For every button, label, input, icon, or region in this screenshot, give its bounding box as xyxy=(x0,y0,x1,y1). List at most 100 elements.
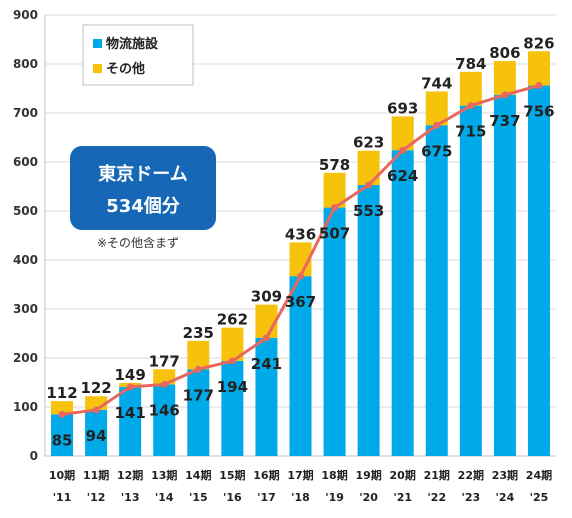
total-label-2: 149 xyxy=(115,366,146,384)
trend-point-10 xyxy=(399,146,407,154)
total-label-7: 436 xyxy=(285,225,316,243)
x-label-year-2: '13 xyxy=(121,491,140,504)
annotation-box xyxy=(70,146,216,230)
bar-other-8 xyxy=(323,172,346,208)
data-labels: 1128512294149141177146235177262194309241… xyxy=(46,34,554,449)
trend-line xyxy=(58,82,543,418)
bar-other-11 xyxy=(425,91,448,126)
x-label-period-2: 12期 xyxy=(117,468,143,482)
x-label-period-6: 16期 xyxy=(253,468,279,482)
x-label-year-8: '19 xyxy=(325,491,344,504)
total-label-6: 309 xyxy=(251,288,282,306)
y-tick-label-100: 100 xyxy=(13,400,38,414)
trend-point-11 xyxy=(433,121,441,129)
bar-logistics-1 xyxy=(85,409,108,456)
total-label-11: 744 xyxy=(421,74,452,92)
x-label-period-12: 22期 xyxy=(458,468,484,482)
trend-point-7 xyxy=(297,272,304,280)
logistics-label-4: 177 xyxy=(183,386,214,404)
bars xyxy=(51,51,550,457)
bar-other-10 xyxy=(391,116,414,151)
logistics-label-8: 507 xyxy=(319,225,350,243)
y-tick-label-500: 500 xyxy=(13,204,38,218)
x-label-year-11: '22 xyxy=(427,491,446,504)
x-label-period-1: 11期 xyxy=(83,468,109,482)
y-tick-label-800: 800 xyxy=(13,57,38,71)
total-label-12: 784 xyxy=(455,55,486,73)
bar-logistics-7 xyxy=(289,276,312,456)
logistics-label-10: 624 xyxy=(387,167,418,185)
bar-logistics-0 xyxy=(51,414,74,456)
y-tick-label-0: 0 xyxy=(30,449,38,463)
bar-logistics-10 xyxy=(391,150,414,457)
x-label-period-7: 17期 xyxy=(287,468,313,482)
annotation-line1: 東京ドーム xyxy=(98,163,187,185)
x-label-period-14: 24期 xyxy=(526,468,552,482)
bar-logistics-8 xyxy=(323,207,346,456)
bar-logistics-13 xyxy=(493,94,516,457)
trend-point-6 xyxy=(262,334,270,342)
x-label-year-5: '16 xyxy=(223,491,242,504)
x-label-year-7: '18 xyxy=(291,491,310,504)
x-label-period-8: 18期 xyxy=(321,468,347,482)
total-label-8: 578 xyxy=(319,156,350,174)
x-label-period-4: 14期 xyxy=(185,468,211,482)
trend-point-8 xyxy=(331,204,339,212)
logistics-label-7: 367 xyxy=(285,293,316,311)
bar-logistics-3 xyxy=(153,384,176,456)
legend-swatch-logistics xyxy=(93,39,102,48)
legend-box xyxy=(82,24,194,86)
x-label-year-3: '14 xyxy=(155,491,174,504)
total-label-3: 177 xyxy=(149,352,180,370)
bar-logistics-11 xyxy=(425,125,448,456)
x-label-year-1: '12 xyxy=(87,491,106,504)
x-label-period-11: 21期 xyxy=(424,468,450,482)
x-label-period-5: 15期 xyxy=(219,468,245,482)
trend-point-0 xyxy=(58,410,66,418)
bar-other-4 xyxy=(187,340,210,370)
x-axis-labels: 10期 '11 11期 '12 12期 '13 13期 '14 14期 '15 15期 '16 16期 '… xyxy=(49,468,552,504)
trend-point-14 xyxy=(535,82,543,90)
y-tick-label-900: 900 xyxy=(13,8,38,22)
annotation-note: ※その他含まず xyxy=(97,235,179,250)
trend-point-1 xyxy=(92,406,100,414)
x-label-year-4: '15 xyxy=(189,491,208,504)
x-label-year-6: '17 xyxy=(257,491,276,504)
x-label-period-13: 23期 xyxy=(492,468,518,482)
trend-point-13 xyxy=(501,91,509,99)
trend-point-4 xyxy=(194,365,202,373)
trend-point-9 xyxy=(365,181,373,189)
bar-other-5 xyxy=(221,327,244,361)
trend-point-3 xyxy=(160,380,168,388)
legend: 物流施設 その他 xyxy=(82,24,194,86)
bar-other-14 xyxy=(527,51,550,86)
y-tick-label-200: 200 xyxy=(13,351,38,365)
bar-other-12 xyxy=(459,71,482,106)
trend-point-5 xyxy=(228,357,236,365)
x-label-year-12: '23 xyxy=(461,491,480,504)
bar-other-0 xyxy=(51,401,74,415)
logistics-label-11: 675 xyxy=(421,142,452,160)
logistics-label-12: 715 xyxy=(455,123,486,141)
total-label-13: 806 xyxy=(489,44,520,62)
x-label-year-13: '24 xyxy=(496,491,515,504)
legend-swatch-other xyxy=(93,64,102,73)
logistics-label-14: 756 xyxy=(523,103,554,121)
bar-logistics-5 xyxy=(221,360,244,456)
bar-logistics-4 xyxy=(187,369,210,456)
annotation-line2: 534個分 xyxy=(106,196,180,217)
dome-annotation: 東京ドーム 534個分 ※その他含まず xyxy=(70,146,216,250)
logistics-label-1: 94 xyxy=(86,427,107,445)
trend-point-12 xyxy=(467,102,475,110)
logistics-label-9: 553 xyxy=(353,202,384,220)
logistics-label-5: 194 xyxy=(217,378,248,396)
legend-label-other: その他 xyxy=(106,61,145,77)
x-label-period-10: 20期 xyxy=(390,468,416,482)
bar-logistics-14 xyxy=(527,85,550,456)
bar-logistics-2 xyxy=(119,386,142,456)
total-label-5: 262 xyxy=(217,311,248,329)
logistics-label-13: 737 xyxy=(489,112,520,130)
bar-other-9 xyxy=(357,150,380,186)
